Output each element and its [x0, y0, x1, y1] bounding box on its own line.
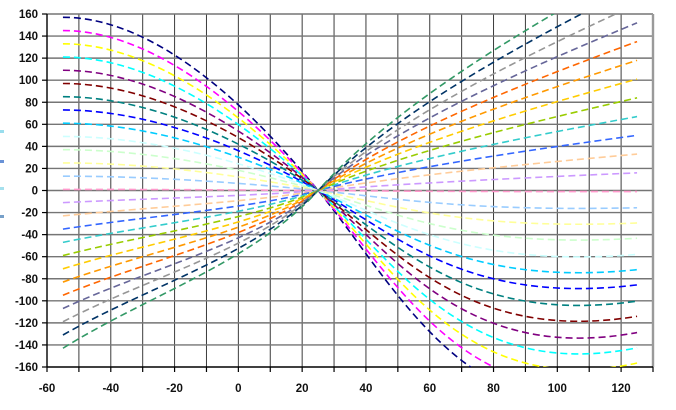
x-tick-label: -40	[102, 383, 119, 395]
clipped-left-edge-mark	[0, 215, 4, 218]
x-tick-label: 80	[487, 383, 500, 395]
curve-series-18	[62, 115, 638, 244]
clipped-left-edge-mark	[0, 187, 4, 190]
curve-series-1	[62, 16, 472, 367]
curve-series-23	[62, 22, 638, 310]
y-tick-label: 160	[19, 9, 38, 21]
y-tick-label: -100	[15, 296, 38, 308]
y-tick-label: 80	[25, 97, 38, 109]
y-tick-label: 100	[19, 75, 38, 87]
curve-series-2	[62, 29, 496, 367]
y-tick-label: -160	[15, 362, 38, 374]
y-tick-label: -60	[21, 252, 38, 264]
x-tick-label: 100	[548, 383, 567, 395]
curve-series-19	[62, 97, 638, 257]
x-tick-label: 40	[360, 383, 373, 395]
x-tick-label: -60	[39, 383, 56, 395]
curve-series-7	[62, 95, 638, 307]
curve-series-5	[62, 69, 638, 339]
y-tick-label: 0	[32, 186, 38, 198]
x-tick-label: 60	[423, 383, 436, 395]
x-tick-label: 0	[235, 383, 241, 395]
y-tick-label: -20	[21, 208, 38, 220]
clipped-left-edge-mark	[0, 160, 4, 163]
y-tick-label: 20	[25, 163, 38, 175]
y-tick-label: 140	[19, 31, 38, 43]
x-tick-label: 120	[612, 383, 631, 395]
y-tick-label: 60	[25, 119, 38, 131]
curve-series-21	[62, 59, 638, 283]
curve-series-26	[62, 14, 555, 349]
curve-series-4	[62, 56, 638, 355]
curve-series-6	[62, 82, 638, 322]
y-tick-label: -80	[21, 274, 38, 286]
curves-group	[62, 14, 638, 367]
y-tick-label: -140	[15, 340, 38, 352]
y-tick-label: -40	[21, 230, 38, 242]
y-tick-label: 40	[25, 141, 38, 153]
curve-series-10	[62, 135, 638, 258]
y-tick-label: -120	[15, 318, 38, 330]
curve-series-25	[62, 14, 584, 336]
y-tick-label: 120	[19, 53, 38, 65]
x-tick-label: -20	[166, 383, 183, 395]
clipped-left-edge-mark	[0, 130, 4, 133]
x-tick-label: 20	[296, 383, 309, 395]
